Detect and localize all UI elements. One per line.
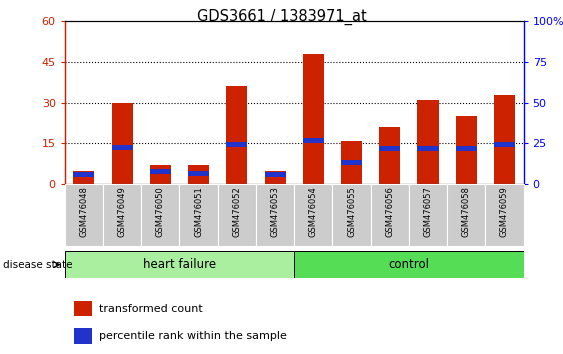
Bar bbox=[74, 301, 92, 316]
Bar bbox=[294, 184, 332, 246]
Bar bbox=[455, 146, 477, 151]
Bar bbox=[103, 184, 141, 246]
Bar bbox=[418, 146, 439, 151]
Bar bbox=[188, 171, 209, 176]
Text: control: control bbox=[388, 258, 430, 271]
Text: heart failure: heart failure bbox=[143, 258, 216, 271]
Text: GSM476052: GSM476052 bbox=[233, 186, 242, 237]
Text: percentile rank within the sample: percentile rank within the sample bbox=[99, 331, 287, 341]
Bar bbox=[150, 170, 171, 174]
Text: GSM476058: GSM476058 bbox=[462, 186, 471, 237]
Bar bbox=[111, 103, 133, 184]
Bar bbox=[226, 86, 247, 184]
Bar bbox=[73, 171, 95, 184]
Bar bbox=[150, 165, 171, 184]
Text: GSM476054: GSM476054 bbox=[309, 186, 318, 237]
Text: GDS3661 / 1383971_at: GDS3661 / 1383971_at bbox=[196, 9, 367, 25]
Bar bbox=[379, 127, 400, 184]
Text: GSM476055: GSM476055 bbox=[347, 186, 356, 237]
Bar bbox=[485, 184, 524, 246]
Text: GSM476050: GSM476050 bbox=[156, 186, 165, 237]
Bar bbox=[341, 160, 362, 165]
Bar bbox=[303, 54, 324, 184]
Bar bbox=[188, 165, 209, 184]
Bar bbox=[418, 100, 439, 184]
Bar bbox=[111, 145, 133, 150]
Bar bbox=[409, 184, 447, 246]
Bar bbox=[226, 142, 247, 147]
Bar bbox=[218, 184, 256, 246]
Bar bbox=[74, 328, 92, 344]
Bar bbox=[141, 184, 180, 246]
Text: GSM476048: GSM476048 bbox=[79, 186, 88, 237]
Bar bbox=[180, 184, 218, 246]
Bar bbox=[332, 184, 370, 246]
Bar bbox=[303, 138, 324, 143]
Text: GSM476049: GSM476049 bbox=[118, 186, 127, 237]
Bar bbox=[73, 172, 95, 177]
Text: GSM476051: GSM476051 bbox=[194, 186, 203, 237]
Text: GSM476056: GSM476056 bbox=[385, 186, 394, 237]
Text: GSM476059: GSM476059 bbox=[500, 186, 509, 237]
Bar bbox=[256, 184, 294, 246]
Bar bbox=[65, 184, 103, 246]
Bar bbox=[494, 142, 515, 147]
Bar bbox=[294, 251, 524, 278]
Bar bbox=[265, 172, 285, 177]
Bar bbox=[370, 184, 409, 246]
Text: GSM476053: GSM476053 bbox=[271, 186, 280, 237]
Bar bbox=[341, 141, 362, 184]
Text: GSM476057: GSM476057 bbox=[423, 186, 432, 237]
Bar bbox=[447, 184, 485, 246]
Bar bbox=[494, 95, 515, 184]
Bar bbox=[265, 171, 285, 184]
Bar bbox=[379, 146, 400, 151]
Text: disease state: disease state bbox=[3, 259, 72, 270]
Bar bbox=[65, 251, 294, 278]
Text: transformed count: transformed count bbox=[99, 303, 203, 314]
Bar bbox=[455, 116, 477, 184]
